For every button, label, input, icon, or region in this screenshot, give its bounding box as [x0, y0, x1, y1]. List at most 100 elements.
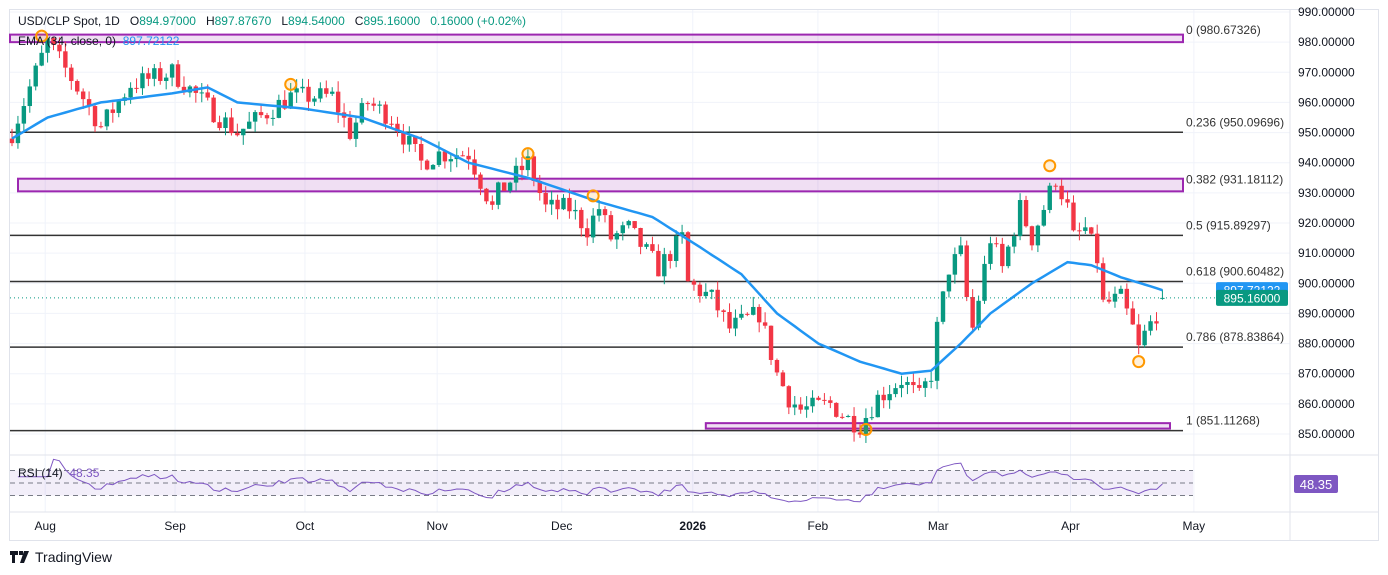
ema-legend[interactable]: EMA (34, close, 0) 897.72122 [18, 34, 179, 48]
candle-body [875, 394, 880, 418]
symbol-title: USD/CLP Spot, 1D [18, 14, 120, 28]
candle-body [383, 104, 388, 124]
candle-body [229, 117, 234, 134]
candle-body [1118, 288, 1124, 294]
candle-body [899, 384, 904, 389]
candle-body [715, 289, 720, 311]
candle-body [840, 416, 845, 418]
candle-body [86, 99, 92, 107]
candle-body [923, 381, 928, 388]
time-tick-label: Apr [1061, 519, 1080, 533]
candle-body [887, 394, 892, 401]
candle-body [407, 135, 412, 145]
candle-body [620, 225, 625, 234]
candle-body [247, 121, 252, 129]
time-tick-label: Sep [164, 519, 186, 533]
price-tick-label: 870.00000 [1298, 367, 1355, 381]
candle-body [57, 44, 62, 52]
candle-body [211, 97, 216, 123]
candle-body [27, 86, 32, 107]
candle-body [163, 77, 169, 81]
candle-body [1041, 209, 1047, 226]
candle-body [590, 215, 596, 238]
candle-body [549, 199, 554, 205]
candle-body [650, 244, 655, 251]
candle-body [626, 221, 631, 226]
candle-body [377, 104, 382, 106]
candle-body [490, 201, 495, 205]
fib-level-label: 0.5 (915.89297) [1186, 218, 1271, 232]
candle-body [324, 88, 329, 94]
candle-body [158, 68, 163, 81]
candle-body [270, 117, 276, 119]
price-tick-label: 900.00000 [1298, 276, 1355, 290]
candle-body [709, 289, 714, 292]
candle-body [395, 123, 400, 133]
candle-body [596, 209, 602, 216]
fib-level-label: 1 (851.11268) [1186, 414, 1260, 428]
time-tick-label: Mar [928, 519, 949, 533]
candle-body [146, 73, 151, 79]
close-price-label: 895.16000 [1224, 291, 1281, 305]
candle-body [1077, 230, 1082, 232]
price-tick-label: 930.00000 [1298, 186, 1355, 200]
candle-body [585, 228, 590, 238]
candle-body [282, 99, 287, 109]
candle-body [264, 115, 270, 119]
candle-body [982, 263, 987, 301]
candle-body [169, 64, 175, 78]
candle-body [252, 112, 258, 122]
candle-body [217, 122, 222, 129]
candle-body [780, 372, 786, 387]
candle-body [51, 38, 56, 45]
candle-body [478, 174, 483, 189]
change-value: 0.16000 (+0.02%) [430, 14, 526, 28]
candle-body [300, 86, 305, 89]
candle-body [312, 98, 317, 102]
time-tick-label: Feb [808, 519, 829, 533]
time-tick-label: Aug [35, 519, 56, 533]
candle-body [501, 182, 507, 191]
candle-body [235, 133, 240, 136]
pivot-marker [586, 189, 600, 203]
candle-body [472, 159, 477, 175]
candle-body [834, 402, 839, 417]
pivot-marker [284, 77, 298, 91]
price-tick-label: 960.00000 [1298, 95, 1355, 109]
fib-level-label: 0 (980.67326) [1186, 23, 1261, 37]
candle-body [733, 317, 738, 329]
candle-body [869, 417, 875, 419]
pivot-marker [859, 422, 873, 436]
candle-body [1065, 199, 1070, 203]
price-tick-label: 920.00000 [1298, 216, 1355, 230]
candle-body [430, 164, 436, 170]
candle-body [804, 406, 809, 410]
candle-body [69, 67, 74, 82]
candle-body [644, 244, 649, 247]
candle-body [816, 397, 821, 400]
rsi-legend[interactable]: RSI (14) 48.35 [18, 466, 99, 480]
candle-body [519, 165, 525, 171]
candle-body [276, 99, 282, 118]
fib-level-label: 0.236 (950.09696) [1186, 115, 1284, 129]
candle-body [863, 417, 869, 435]
candle-body [21, 106, 27, 124]
candle-body [662, 254, 667, 277]
candle-body [1053, 185, 1058, 187]
candle-body [638, 227, 643, 247]
price-tick-label: 940.00000 [1298, 156, 1355, 170]
candle-body [1100, 263, 1106, 300]
price-tick-label: 980.00000 [1298, 35, 1355, 49]
close-value: 895.16000 [363, 14, 421, 28]
price-tick-label: 910.00000 [1298, 246, 1355, 260]
candle-body [768, 325, 774, 360]
tradingview-logo[interactable]: TradingView [10, 549, 112, 565]
candle-body [140, 73, 145, 89]
candle-body [745, 313, 750, 315]
pivot-marker [1043, 159, 1057, 173]
candle-body [1130, 308, 1135, 325]
candle-body [484, 188, 489, 202]
rsi-label-box [1294, 475, 1338, 494]
candle-body [964, 245, 969, 298]
